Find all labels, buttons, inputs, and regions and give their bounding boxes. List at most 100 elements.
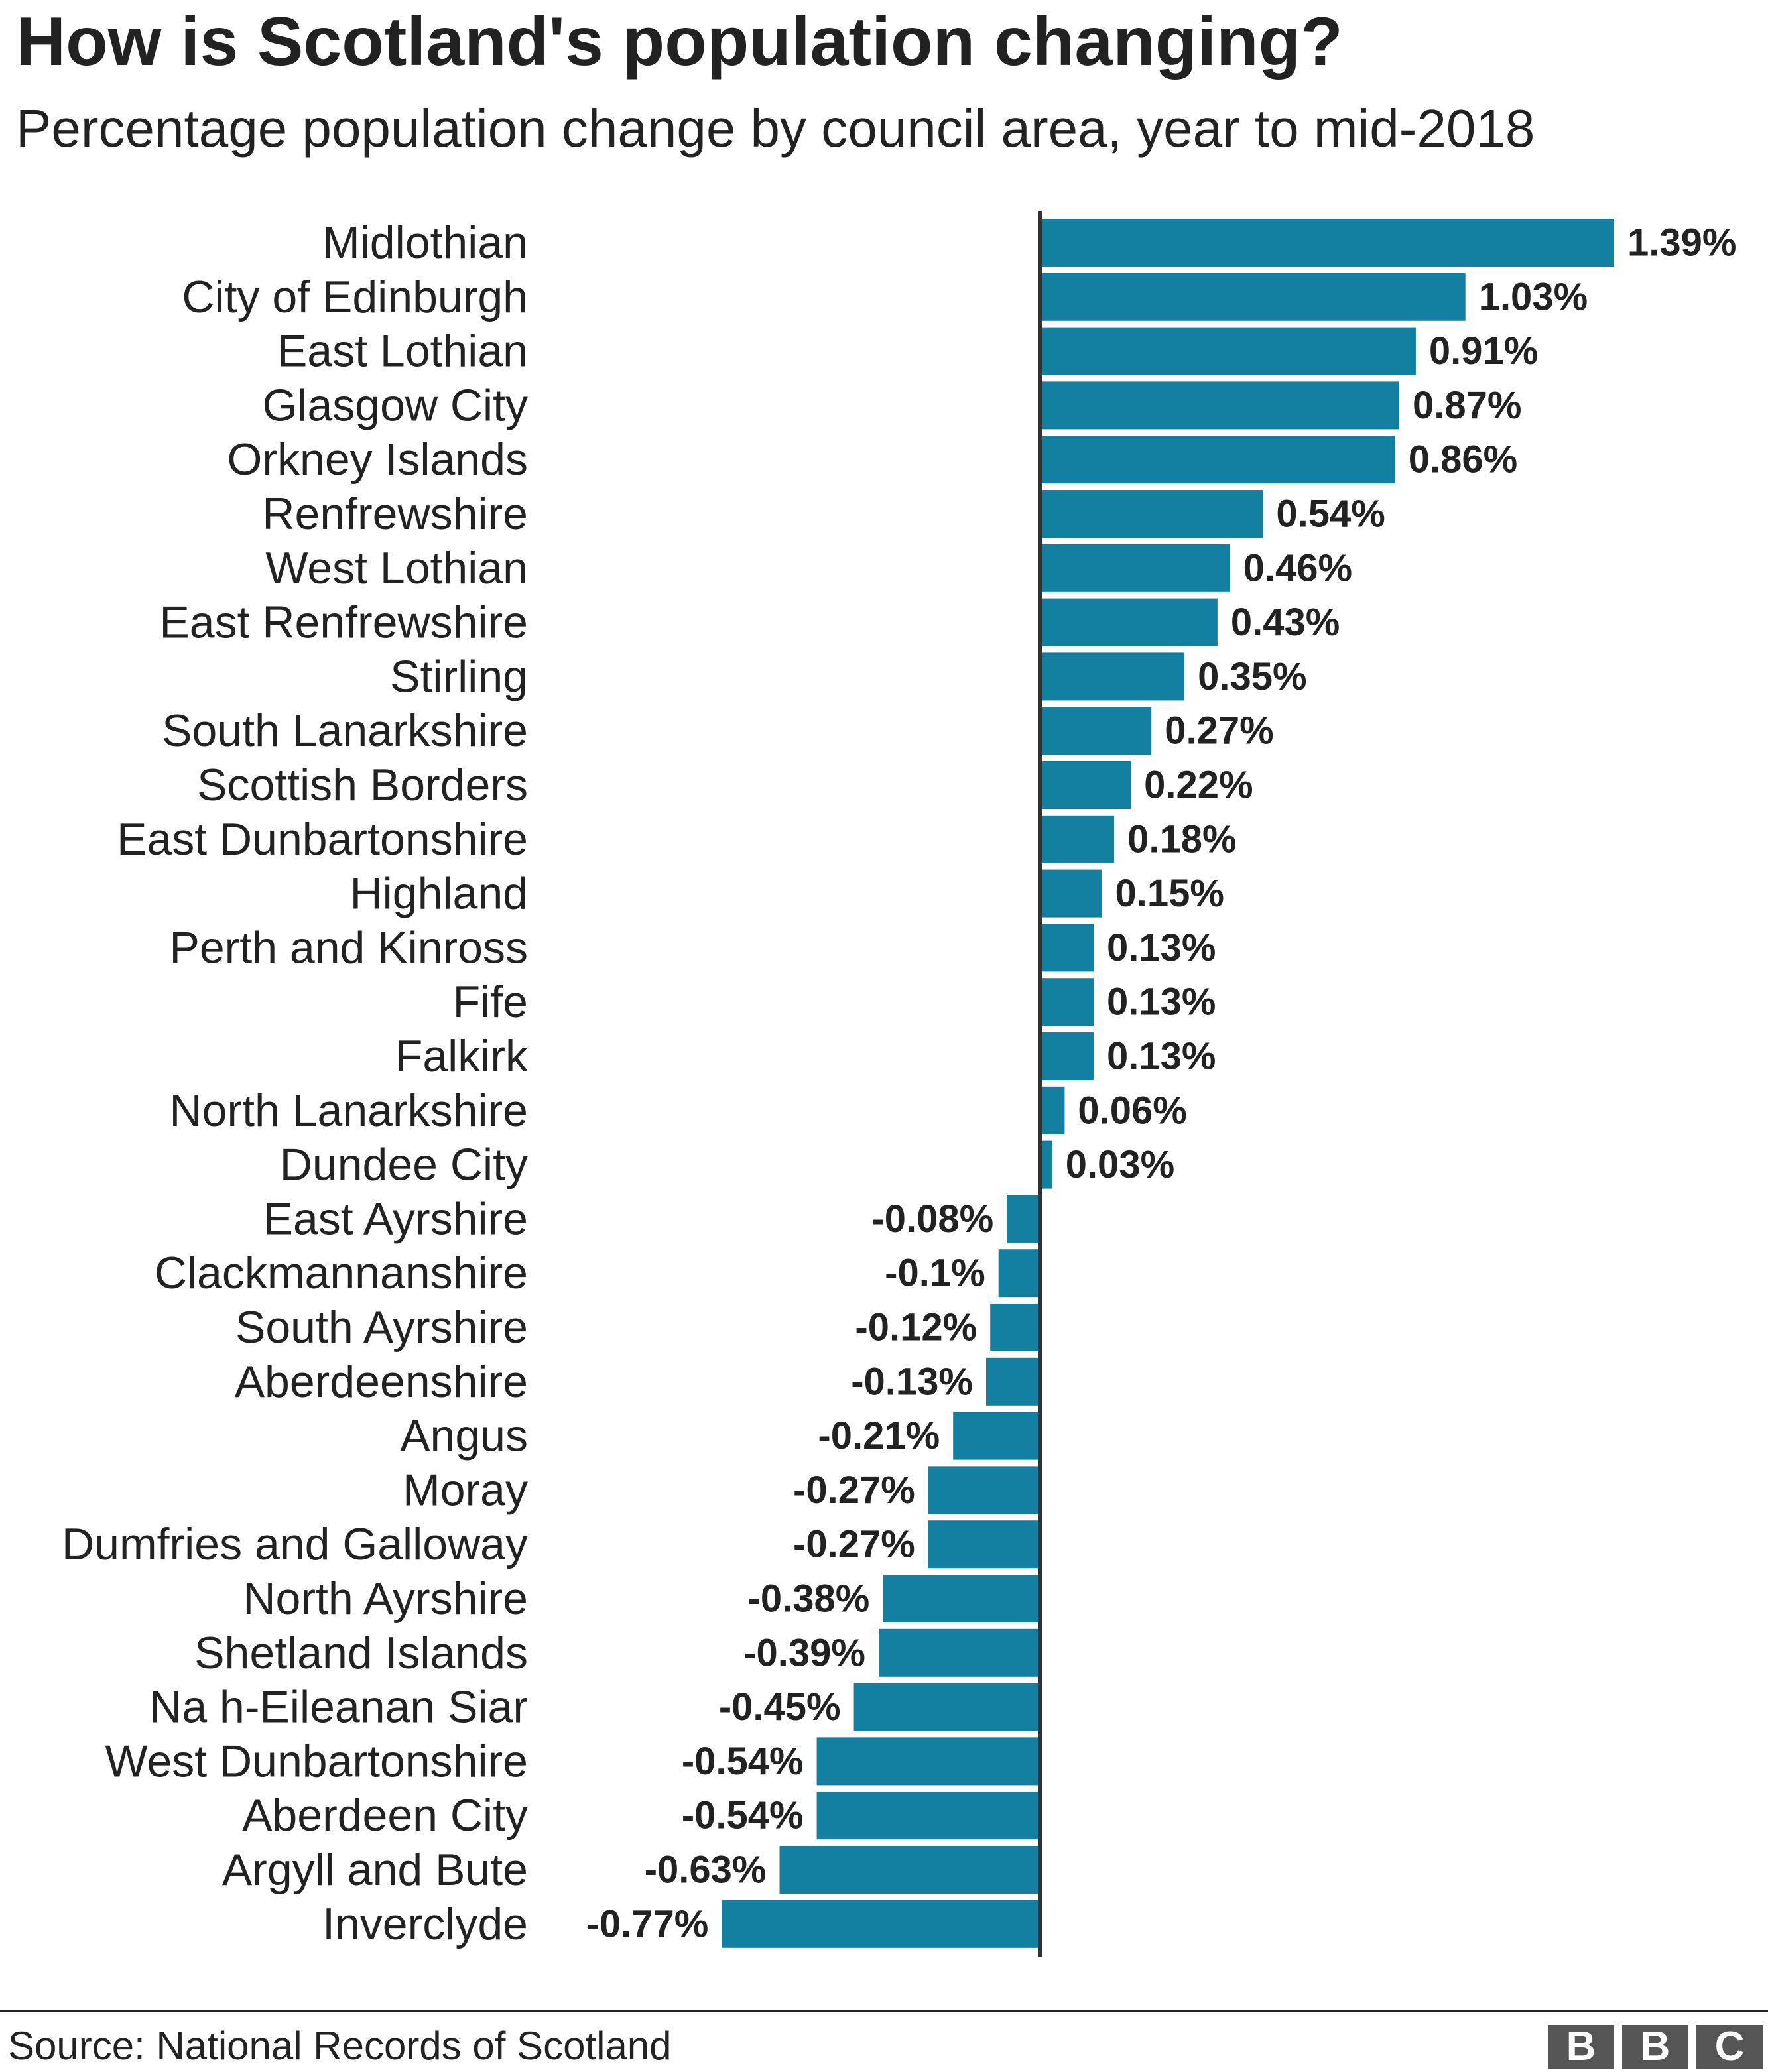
chart-subtitle: Percentage population change by council … [16,99,1535,158]
value-label: -0.45% [719,1685,841,1729]
bar [1040,1032,1094,1080]
value-label: -0.63% [645,1849,767,1892]
value-label: -0.21% [818,1414,940,1457]
bar [1040,436,1395,484]
bar [779,1846,1040,1894]
value-label: 0.13% [1107,926,1216,969]
bar [1040,924,1094,972]
bar [953,1412,1040,1460]
category-label: East Renfrewshire [159,597,528,648]
category-label: West Dunbartonshire [105,1736,529,1786]
value-label: 0.91% [1429,330,1538,373]
value-label: 0.03% [1066,1143,1174,1186]
category-label: Perth and Kinross [169,922,528,973]
category-label: East Lothian [277,326,528,377]
bar [928,1466,1040,1514]
bar [1040,652,1185,701]
bar [1040,219,1614,267]
value-label: 0.87% [1413,384,1521,427]
value-label: -0.38% [748,1577,870,1620]
category-label: North Lanarkshire [170,1085,528,1136]
value-label: 0.13% [1107,981,1216,1024]
value-label: -0.13% [851,1360,973,1403]
value-label: 0.15% [1115,872,1224,915]
category-label: Aberdeen City [242,1790,528,1841]
bbc-logo: B B C [1548,2025,1763,2069]
value-label: 1.03% [1479,275,1588,318]
bar [1040,273,1466,321]
bar [990,1304,1040,1351]
category-label: East Dunbartonshire [117,814,528,865]
category-label: City of Edinburgh [182,272,528,322]
value-label: 0.18% [1127,818,1236,861]
category-label: Argyll and Bute [222,1845,528,1895]
value-label: -0.08% [871,1197,993,1241]
value-label: -0.77% [587,1902,709,1945]
category-label: Angus [400,1411,528,1461]
category-label: Na h-Eileanan Siar [149,1682,528,1733]
value-label: 0.86% [1409,438,1517,481]
category-label: Stirling [390,651,528,701]
value-label: -0.12% [855,1306,977,1349]
footer-divider [0,2010,1768,2012]
bar [816,1737,1040,1786]
value-label: 0.06% [1078,1089,1186,1132]
bbc-logo-letter: B [1548,2025,1614,2069]
bar [853,1683,1040,1731]
bar [1040,490,1263,538]
bar [1040,761,1131,809]
category-label: Dundee City [280,1140,528,1190]
value-label: 0.27% [1165,709,1273,753]
bar [1040,978,1094,1026]
value-label: -0.39% [743,1631,865,1674]
bar-chart: Midlothian 1.39% City of Edinburgh 1.03% Eas… [62,211,1736,1957]
value-label: 0.46% [1243,546,1352,589]
value-label: -0.54% [682,1794,804,1837]
bar [998,1249,1040,1298]
category-label: Inverclyde [322,1899,528,1949]
category-label: South Ayrshire [235,1302,528,1353]
category-label: Shetland Islands [194,1628,528,1678]
bar [883,1575,1040,1622]
bar [1040,869,1102,918]
value-label: -0.1% [885,1252,985,1295]
category-label: East Ayrshire [263,1193,528,1244]
bbc-logo-letter: C [1696,2025,1763,2069]
chart-title: How is Scotland's population changing? [16,3,1343,80]
category-label: Renfrewshire [262,489,528,539]
bar [986,1357,1040,1406]
bar [1040,327,1416,375]
bar [816,1792,1040,1840]
category-label: Fife [453,977,528,1027]
bar [1040,381,1399,430]
bar [1040,707,1152,755]
category-label: South Lanarkshire [162,705,528,756]
value-label: 0.54% [1276,493,1385,536]
value-label: 0.13% [1107,1035,1216,1078]
value-label: 0.22% [1144,764,1253,807]
value-label: 0.35% [1198,655,1306,698]
category-label: Clackmannanshire [155,1248,528,1298]
source-note: Source: National Records of Scotland [8,2024,672,2068]
category-label: Moray [403,1465,528,1515]
category-label: Scottish Borders [197,760,528,810]
bar [722,1900,1040,1948]
value-label: 0.43% [1231,601,1340,644]
category-label: Midlothian [322,217,528,268]
bbc-logo-letter: B [1622,2025,1688,2069]
category-label: West Lothian [265,543,528,593]
value-label: -0.27% [793,1523,915,1566]
bar [879,1628,1040,1677]
value-label: 1.39% [1627,221,1736,265]
category-label: Falkirk [395,1031,529,1081]
category-label: North Ayrshire [243,1573,528,1624]
bar [1040,1140,1052,1189]
bar [928,1520,1040,1569]
bar [1040,1086,1065,1134]
value-label: -0.27% [793,1469,915,1512]
category-label: Dumfries and Galloway [62,1519,528,1569]
bar [1040,544,1230,592]
bar [1040,598,1218,646]
value-label: -0.54% [682,1740,804,1783]
bar [1040,815,1115,863]
